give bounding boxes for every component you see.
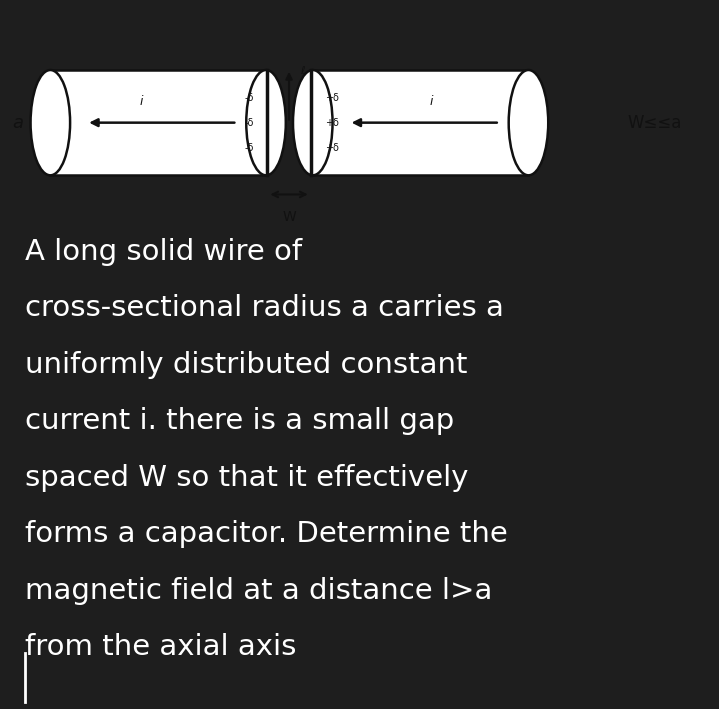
Text: +δ: +δ (325, 118, 339, 128)
Bar (313, 70, 528, 175)
Text: cross-sectional radius a carries a: cross-sectional radius a carries a (25, 294, 504, 323)
Text: +δ: +δ (325, 143, 339, 152)
Text: ℓ: ℓ (300, 66, 304, 76)
Text: -δ: -δ (244, 118, 255, 128)
Text: i: i (139, 96, 142, 108)
Text: uniformly distributed constant: uniformly distributed constant (25, 351, 467, 379)
Text: spaced W so that it effectively: spaced W so that it effectively (25, 464, 469, 491)
Text: -δ: -δ (244, 93, 255, 103)
Ellipse shape (246, 70, 285, 175)
Text: from the axial axis: from the axial axis (25, 633, 296, 661)
Ellipse shape (509, 70, 549, 175)
Text: W: W (282, 211, 296, 225)
Text: A long solid wire of: A long solid wire of (25, 238, 302, 266)
Text: i: i (430, 96, 433, 108)
Text: magnetic field at a distance l>a: magnetic field at a distance l>a (25, 576, 493, 605)
Ellipse shape (30, 70, 70, 175)
Text: a: a (12, 113, 24, 132)
Bar (50, 70, 266, 175)
Text: current i. there is a small gap: current i. there is a small gap (25, 407, 454, 435)
Text: forms a capacitor. Determine the: forms a capacitor. Determine the (25, 520, 508, 548)
Ellipse shape (293, 70, 332, 175)
Text: -δ: -δ (244, 143, 255, 152)
Text: W≤≤a: W≤≤a (627, 113, 682, 132)
Text: +δ: +δ (325, 93, 339, 103)
